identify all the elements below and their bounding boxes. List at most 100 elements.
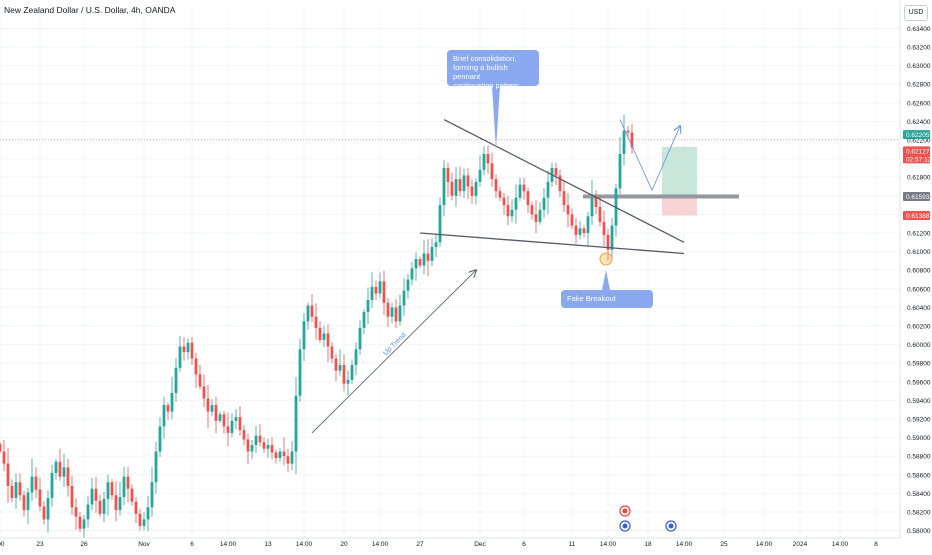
candle-body	[218, 414, 222, 421]
y-tick-label: 0.58800	[907, 454, 931, 461]
candle-body	[210, 405, 214, 412]
candle-body	[494, 179, 498, 192]
candle-body	[214, 405, 218, 421]
candle-body	[178, 346, 182, 368]
x-tick-label: 26	[80, 541, 88, 548]
candle-body	[606, 234, 610, 250]
candle-body	[206, 398, 210, 412]
candle-body	[354, 349, 358, 366]
candle-body	[358, 327, 362, 350]
stop-price-tag: 0.61388	[906, 213, 930, 220]
candle-body	[170, 392, 174, 412]
candle-body	[338, 365, 342, 371]
x-tick-label: 14:00	[600, 541, 617, 548]
candle-body	[202, 386, 206, 399]
x-tick-label: 20	[340, 541, 348, 548]
candle-body	[314, 316, 318, 328]
candle-body	[342, 365, 346, 384]
candle-body	[58, 461, 62, 477]
candle-body	[322, 333, 326, 340]
x-tick-label: 27	[416, 541, 424, 548]
x-tick-label: Nov	[138, 541, 150, 548]
candle-body	[54, 461, 58, 473]
symbol-title[interactable]: New Zealand Dollar / U.S. Dollar, 4h, OA…	[4, 5, 176, 15]
y-tick-label: 0.58600	[907, 472, 931, 479]
current-price-tag: 0.62205	[906, 132, 930, 139]
candle-body	[426, 253, 430, 261]
candle-body	[630, 132, 634, 148]
candle-body	[74, 507, 78, 517]
consolidation-callout[interactable]: Brief consolidation, forming a bullish p…	[447, 50, 539, 90]
y-tick-label: 0.62800	[907, 82, 931, 89]
candle-body	[306, 305, 310, 322]
candle-body	[582, 228, 586, 234]
candle-body	[506, 205, 510, 217]
candle-body	[330, 346, 334, 359]
candle-body	[50, 472, 54, 499]
candle-body	[122, 476, 126, 498]
candle-body	[402, 290, 406, 306]
candle-body	[590, 197, 594, 217]
stop-zone	[662, 196, 697, 216]
candle-body	[382, 281, 386, 303]
candle-body	[98, 500, 102, 514]
candle-body	[446, 167, 450, 182]
candle-body	[226, 426, 230, 433]
x-tick-label: 11	[569, 541, 576, 548]
x-tick-label: 18	[644, 541, 652, 548]
candle-body	[34, 476, 38, 490]
candle-body	[174, 367, 178, 393]
candle-body	[562, 191, 566, 206]
candle-body	[182, 346, 186, 353]
y-tick-label: 0.60200	[907, 324, 931, 331]
candle-body	[602, 221, 606, 235]
candle-body	[18, 482, 22, 496]
consolidation-pointer	[492, 86, 500, 150]
countdown-tag: 02:57:12	[906, 156, 932, 163]
candle-body	[238, 417, 242, 431]
candle-body	[10, 485, 14, 499]
x-tick-label: 25	[720, 541, 728, 548]
candle-body	[278, 451, 282, 459]
candle-body	[250, 445, 254, 452]
candle-body	[430, 246, 434, 261]
candle-body	[46, 498, 50, 520]
time-axis[interactable]: :00 23 26 Nov 6 14:00 13 14:00 20 14:00 27 Dec 6 11 14…	[0, 541, 878, 548]
candle-body	[258, 435, 262, 443]
candle-body	[298, 349, 302, 396]
candle-body	[566, 205, 570, 215]
candle-body	[106, 482, 110, 499]
candle-body	[334, 358, 338, 371]
candle-body	[78, 516, 82, 529]
candle-body	[454, 179, 458, 196]
grid	[0, 8, 900, 538]
candle-body	[146, 507, 150, 520]
candle-body	[22, 495, 26, 511]
entry-price-tag-bg	[903, 191, 930, 201]
candle-body	[622, 130, 626, 154]
event-dot-icon	[668, 523, 674, 529]
candle-body	[350, 365, 354, 380]
candle-body	[102, 498, 106, 514]
candle-body	[598, 206, 602, 222]
y-tick-label: 0.63200	[907, 45, 931, 52]
candle-body	[30, 476, 34, 493]
candle-body	[94, 488, 98, 501]
x-tick-label: 14:00	[756, 541, 773, 548]
y-tick-label: 0.61200	[907, 231, 931, 238]
candle-body	[134, 501, 138, 514]
candle-body	[162, 405, 166, 427]
candle-body	[246, 439, 250, 452]
last-price-tag: 0.62127	[906, 148, 930, 155]
candle-body	[398, 305, 402, 322]
currency-selector[interactable]: USD	[904, 5, 928, 21]
candle-body	[242, 430, 246, 440]
candle-body	[2, 451, 6, 464]
callout-line-1: Brief consolidation,	[453, 54, 517, 63]
x-tick-label: 14:00	[296, 541, 313, 548]
callout-line-3: continuation pattern	[453, 81, 519, 90]
fake-breakout-callout[interactable]: Fake Breakout	[561, 290, 653, 308]
pennant-upper-line	[443, 119, 685, 243]
